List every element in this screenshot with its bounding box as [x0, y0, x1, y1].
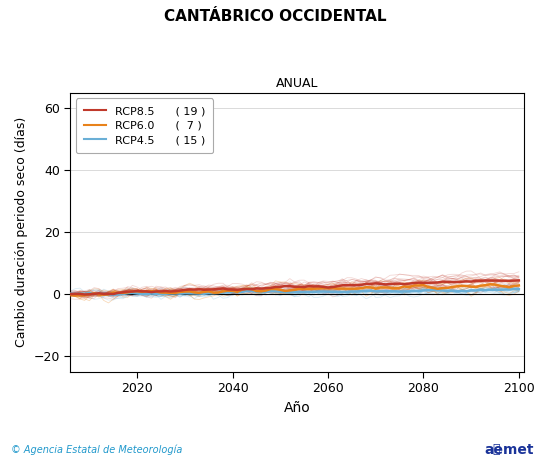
Text: 🦅: 🦅	[492, 443, 500, 456]
Text: CANTÁBRICO OCCIDENTAL: CANTÁBRICO OCCIDENTAL	[164, 9, 386, 24]
Title: ANUAL: ANUAL	[276, 77, 318, 91]
X-axis label: Año: Año	[284, 401, 310, 415]
Text: aemet: aemet	[484, 444, 534, 457]
Y-axis label: Cambio duración periodo seco (días): Cambio duración periodo seco (días)	[15, 117, 28, 347]
Legend: RCP8.5      ( 19 ), RCP6.0      (  7 ), RCP4.5      ( 15 ): RCP8.5 ( 19 ), RCP6.0 ( 7 ), RCP4.5 ( 15…	[76, 98, 213, 153]
Text: © Agencia Estatal de Meteorología: © Agencia Estatal de Meteorología	[11, 444, 183, 455]
